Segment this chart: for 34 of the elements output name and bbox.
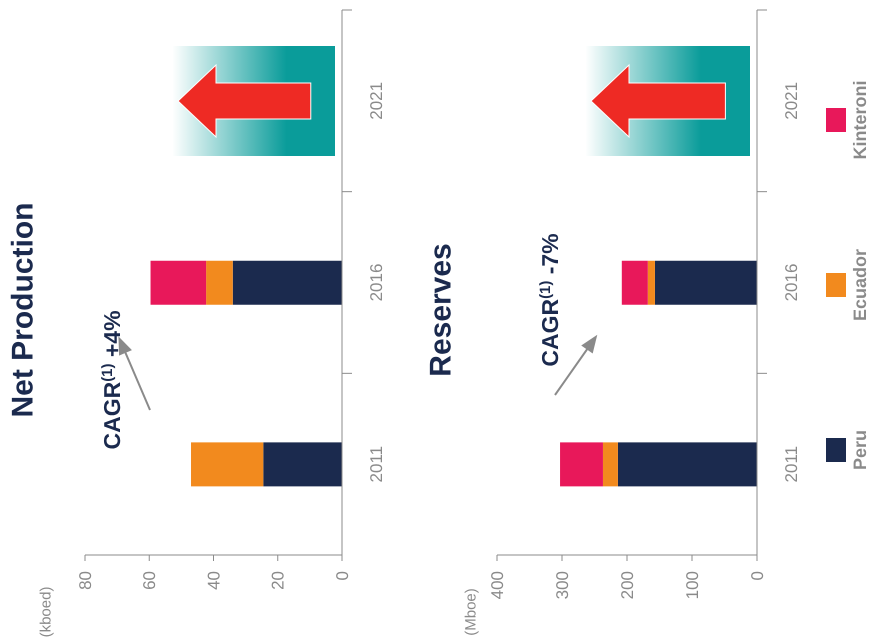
y-tick-label: 2021 <box>782 82 801 120</box>
bar <box>654 260 757 305</box>
bar <box>622 260 648 305</box>
bar <box>191 442 264 486</box>
legend-label: Ecuador <box>850 248 870 322</box>
y-tick-label: 2016 <box>782 264 801 302</box>
y-tick-label: 2021 <box>366 82 386 120</box>
x-tick-label: 40 <box>204 571 224 590</box>
x-tick-label: 0 <box>748 571 767 580</box>
y-tick-label: 2011 <box>782 446 801 482</box>
y-tick-label: 2011 <box>366 446 386 482</box>
x-tick-label: 100 <box>682 571 702 600</box>
text: Net Production <box>6 202 40 418</box>
x-tick-label: 60 <box>140 571 160 590</box>
x-tick-label: 0 <box>332 571 352 580</box>
x-tick-label: 20 <box>268 571 288 590</box>
legend-label: Peru <box>850 430 870 470</box>
bar <box>263 442 342 486</box>
bar <box>150 260 206 305</box>
x-tick-label: 200 <box>618 571 637 600</box>
bar <box>648 260 655 305</box>
x-tick-label: 400 <box>488 571 507 600</box>
y-tick-label: 2016 <box>366 264 386 302</box>
bar <box>232 260 342 305</box>
legend-label: Kinteroni <box>850 80 870 160</box>
bar <box>560 442 603 486</box>
x-tick-label: 300 <box>552 571 572 600</box>
text: (kboed) <box>37 586 54 638</box>
x-tick-label: 80 <box>76 571 95 590</box>
text: (Mboe) <box>462 588 480 636</box>
bar <box>618 442 757 486</box>
bar <box>206 260 233 305</box>
text: Reserves <box>424 243 458 377</box>
bar <box>602 442 618 486</box>
